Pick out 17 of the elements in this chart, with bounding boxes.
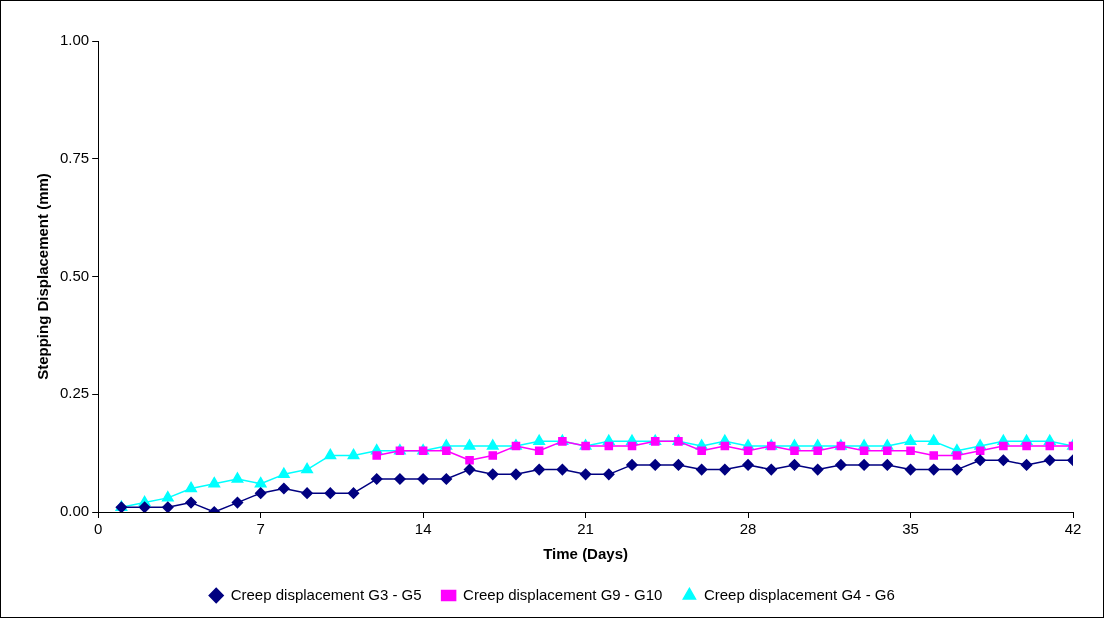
- x-axis-title: Time (Days): [543, 545, 628, 563]
- x-tick-label: 35: [902, 520, 919, 538]
- y-tick-label: 0.75: [59, 148, 90, 166]
- y-tick-label: 1.00: [59, 31, 90, 49]
- x-tick-label: 14: [414, 520, 432, 538]
- legend-label: Creep displacement G3 - G5: [230, 585, 422, 603]
- x-tick-label: 7: [256, 520, 265, 538]
- x-tick-label: 21: [577, 520, 594, 538]
- legend-label: Creep displacement G9 - G10: [463, 585, 663, 603]
- y-axis-title: Stepping Displacement (mm): [34, 173, 52, 380]
- y-tick-label: 0.25: [59, 384, 90, 402]
- y-tick-label: 0.00: [59, 502, 90, 520]
- x-tick-label: 42: [1064, 520, 1082, 538]
- legend-label: Creep displacement G4 - G6: [703, 585, 895, 603]
- x-tick-label: 28: [739, 520, 757, 538]
- y-tick-label: 0.50: [59, 266, 90, 284]
- x-tick-label: 0: [94, 520, 103, 538]
